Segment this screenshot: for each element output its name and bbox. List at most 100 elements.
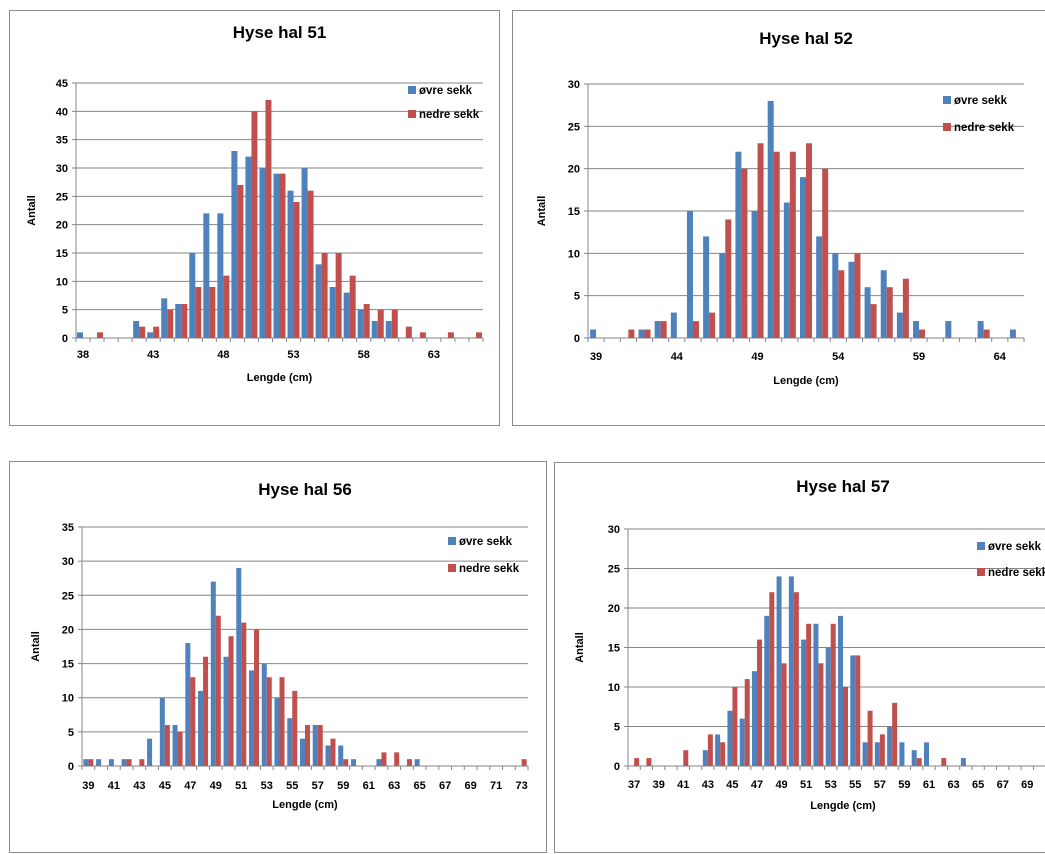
y-tick-label: 25: [56, 191, 68, 203]
bar-ovre-sekk: [300, 738, 305, 766]
bar-ovre-sekk: [287, 190, 294, 338]
bar-nedre-sekk: [843, 687, 848, 766]
bar-ovre-sekk: [911, 750, 917, 766]
y-tick-label: 5: [614, 722, 620, 734]
bar-nedre-sekk: [683, 750, 689, 766]
chart-hal-57: Hyse hal 57 0 5 10 15 20 25 30 37 39 41 43 45 47 49 51 5…: [574, 477, 1045, 812]
bar-nedre-sekk: [720, 742, 726, 766]
bar-nedre-sekk: [709, 312, 716, 338]
bar-ovre-sekk: [83, 759, 89, 766]
bar-nedre-sekk: [744, 679, 750, 766]
bar-nedre-sekk: [773, 151, 780, 338]
legend-swatch: [943, 96, 951, 104]
bar-ovre-sekk: [735, 151, 742, 338]
y-tick-label: 0: [62, 333, 68, 345]
legend-swatch: [448, 537, 456, 545]
x-tick-label: 67: [997, 779, 1009, 791]
y-tick-label: 0: [614, 761, 620, 773]
x-tick-label: 47: [184, 780, 196, 792]
bar-ovre-sekk: [825, 647, 831, 766]
bar-nedre-sekk: [228, 636, 234, 766]
bar-nedre-sekk: [855, 655, 861, 766]
bar-nedre-sekk: [781, 663, 787, 766]
bar-ovre-sekk: [325, 745, 331, 766]
x-tick-label: 59: [898, 779, 910, 791]
bar-nedre-sekk: [725, 219, 732, 338]
bar-ovre-sekk: [273, 173, 280, 338]
bar-ovre-sekk: [371, 321, 378, 338]
bar-nedre-sekk: [902, 278, 909, 338]
bar-ovre-sekk: [108, 759, 114, 766]
bar-ovre-sekk: [838, 615, 843, 766]
bar-ovre-sekk: [638, 329, 645, 338]
legend-label: øvre sekk: [419, 85, 473, 97]
bar-nedre-sekk: [419, 332, 426, 338]
bar-nedre-sekk: [983, 329, 990, 338]
bar-nedre-sekk: [741, 168, 748, 338]
legend-swatch: [977, 542, 985, 550]
bar-ovre-sekk: [203, 213, 210, 338]
x-tick-label: 64: [994, 351, 1007, 363]
bar-ovre-sekk: [185, 643, 191, 766]
x-tick-label: 65: [414, 780, 426, 792]
y-tick-label: 15: [62, 659, 74, 671]
y-tick-label: 10: [608, 682, 620, 694]
bar-nedre-sekk: [757, 143, 764, 338]
chart-title: Hyse hal 56: [258, 480, 352, 499]
bar-ovre-sekk: [764, 615, 770, 766]
bar-ovre-sekk: [832, 253, 839, 338]
bar-ovre-sekk: [287, 718, 293, 766]
bar-ovre-sekk: [172, 725, 178, 766]
x-axis-label: Lengde (cm): [247, 372, 313, 384]
bar-ovre-sekk: [376, 759, 382, 766]
bar-ovre-sekk: [887, 726, 893, 766]
bar-nedre-sekk: [707, 734, 713, 766]
bar-nedre-sekk: [251, 111, 258, 338]
x-tick-label: 61: [363, 780, 375, 792]
y-tick-label: 0: [68, 761, 74, 773]
x-tick-label: 53: [261, 780, 273, 792]
bar-nedre-sekk: [916, 758, 922, 766]
y-tick-label: 10: [568, 248, 580, 260]
x-tick-label: 67: [439, 780, 451, 792]
bar-ovre-sekk: [329, 287, 336, 338]
bar-ovre-sekk: [977, 321, 984, 338]
x-tick-label: 49: [751, 351, 763, 363]
legend-swatch: [448, 564, 456, 572]
y-tick-label: 30: [568, 79, 580, 91]
y-tick-label: 0: [574, 333, 580, 345]
y-tick-label: 5: [68, 727, 74, 739]
x-tick-label: 57: [874, 779, 886, 791]
x-axis-label: Lengde (cm): [272, 799, 338, 811]
x-tick-label: 58: [358, 349, 370, 361]
x-tick-label: 54: [832, 351, 845, 363]
x-tick-label: 53: [287, 349, 299, 361]
bar-ovre-sekk: [752, 671, 757, 766]
legend-label: nedre sekk: [459, 563, 520, 575]
y-tick-label: 25: [608, 564, 620, 576]
bar-ovre-sekk: [249, 670, 255, 766]
bar-nedre-sekk: [886, 287, 893, 338]
bar-ovre-sekk: [960, 758, 966, 766]
bar-nedre-sekk: [405, 326, 412, 338]
bar-nedre-sekk: [447, 332, 454, 338]
bar-nedre-sekk: [363, 304, 370, 338]
bar-nedre-sekk: [307, 190, 314, 338]
x-tick-label: 57: [312, 780, 324, 792]
bar-nedre-sekk: [628, 329, 635, 338]
bar-nedre-sekk: [394, 752, 400, 766]
x-tick-label: 41: [108, 780, 120, 792]
bar-ovre-sekk: [147, 332, 154, 338]
bar-ovre-sekk: [945, 321, 952, 338]
bar-nedre-sekk: [335, 253, 342, 338]
chart-title: Hyse hal 52: [759, 29, 853, 48]
bar-ovre-sekk: [800, 177, 806, 338]
bar-nedre-sekk: [343, 759, 349, 766]
x-tick-label: 39: [590, 351, 602, 363]
bar-ovre-sekk: [133, 321, 140, 338]
bar-nedre-sekk: [237, 185, 244, 338]
bar-ovre-sekk: [924, 742, 929, 766]
x-tick-label: 51: [235, 780, 247, 792]
legend-swatch: [943, 123, 951, 131]
x-tick-label: 73: [516, 780, 528, 792]
